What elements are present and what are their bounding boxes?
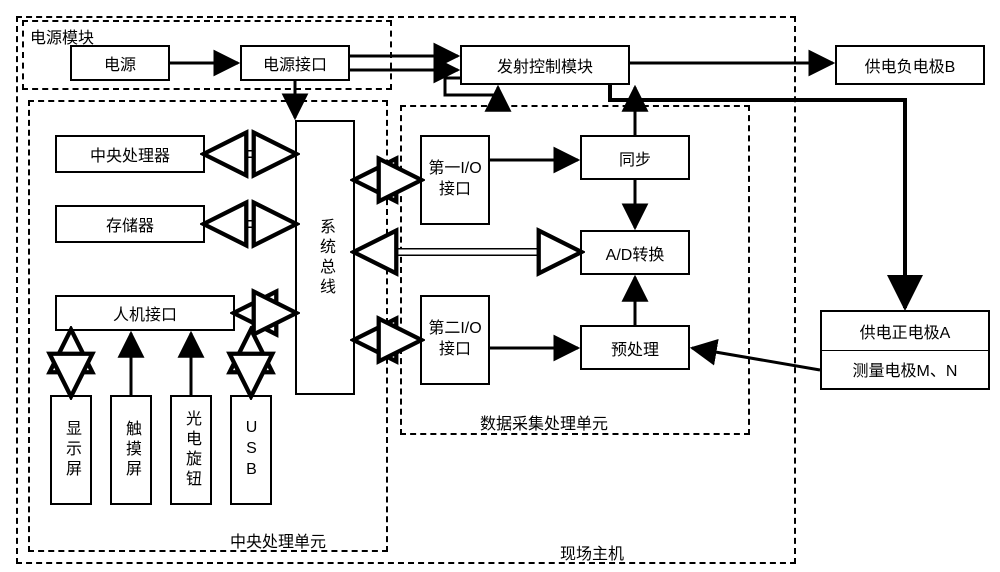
power-if-box: 电源接口 bbox=[240, 45, 350, 81]
opt-label: 光电旋钮 bbox=[179, 410, 203, 490]
pos-elec-label: 供电正电极A bbox=[822, 312, 988, 351]
sysbus-label: 系统总线 bbox=[313, 218, 337, 298]
sysbus-box: 系统总线 bbox=[295, 120, 355, 395]
pre-box: 预处理 bbox=[580, 325, 690, 370]
power-box: 电源 bbox=[70, 45, 170, 81]
mem-box: 存储器 bbox=[55, 205, 205, 243]
field-host-label: 现场主机 bbox=[560, 540, 624, 564]
ad-box: A/D转换 bbox=[580, 230, 690, 275]
io1-label: 第一I/O接口 bbox=[424, 159, 486, 201]
hmi-box: 人机接口 bbox=[55, 295, 235, 331]
emit-ctrl-box: 发射控制模块 bbox=[460, 45, 630, 85]
touch-box: 触摸屏 bbox=[110, 395, 152, 505]
io2-box: 第二I/O接口 bbox=[420, 295, 490, 385]
usb-box: USB bbox=[230, 395, 272, 505]
disp-box: 显示屏 bbox=[50, 395, 92, 505]
io2-label: 第二I/O接口 bbox=[424, 319, 486, 361]
opt-box: 光电旋钮 bbox=[170, 395, 212, 505]
usb-label: USB bbox=[242, 419, 260, 482]
daq-unit-label: 数据采集处理单元 bbox=[480, 410, 608, 434]
io1-box: 第一I/O接口 bbox=[420, 135, 490, 225]
meas-elec-label: 测量电极M、N bbox=[822, 351, 988, 389]
touch-label: 触摸屏 bbox=[119, 420, 143, 480]
electrode-frame: 供电正电极A 测量电极M、N bbox=[820, 310, 990, 390]
power-module-label: 电源模块 bbox=[30, 24, 94, 48]
disp-label: 显示屏 bbox=[59, 420, 83, 480]
cpu-unit-label: 中央处理单元 bbox=[230, 528, 326, 552]
cpu-box: 中央处理器 bbox=[55, 135, 205, 173]
sync-box: 同步 bbox=[580, 135, 690, 180]
neg-elec-box: 供电负电极B bbox=[835, 45, 985, 85]
